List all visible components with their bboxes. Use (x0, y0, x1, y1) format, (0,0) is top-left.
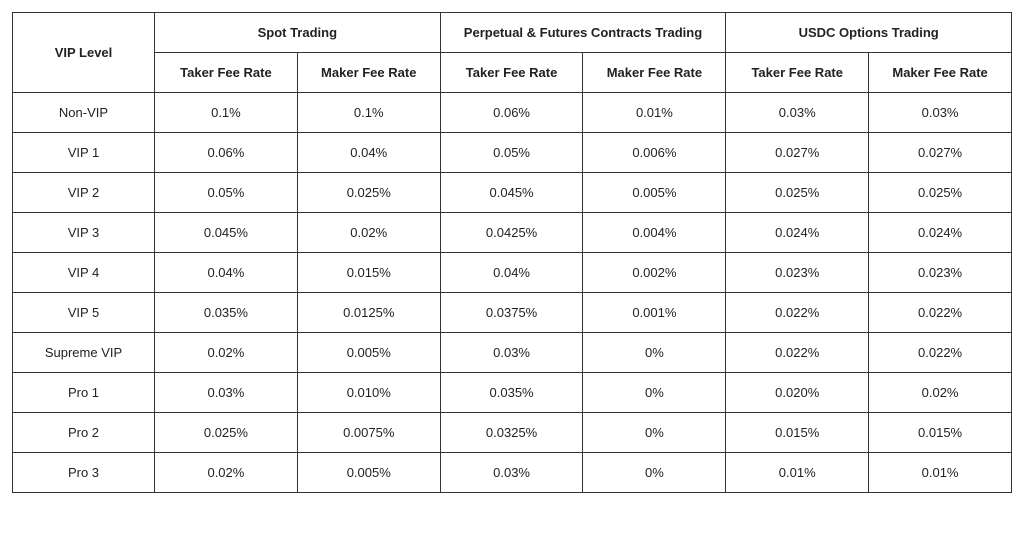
table-row: VIP 40.04%0.015%0.04%0.002%0.023%0.023% (13, 253, 1012, 293)
cell-spot-maker: 0.1% (297, 93, 440, 133)
cell-spot-taker: 0.025% (155, 413, 298, 453)
cell-opt-maker: 0.022% (869, 333, 1012, 373)
cell-perp-taker: 0.045% (440, 173, 583, 213)
cell-vip-level: Pro 3 (13, 453, 155, 493)
cell-spot-taker: 0.045% (155, 213, 298, 253)
cell-perp-taker: 0.0425% (440, 213, 583, 253)
fee-rate-table: VIP Level Spot Trading Perpetual & Futur… (12, 12, 1012, 493)
cell-spot-maker: 0.005% (297, 333, 440, 373)
cell-spot-taker: 0.06% (155, 133, 298, 173)
cell-opt-taker: 0.022% (726, 293, 869, 333)
cell-perp-maker: 0.006% (583, 133, 726, 173)
cell-perp-maker: 0.005% (583, 173, 726, 213)
cell-opt-maker: 0.024% (869, 213, 1012, 253)
cell-vip-level: VIP 1 (13, 133, 155, 173)
cell-vip-level: Pro 1 (13, 373, 155, 413)
cell-opt-maker: 0.022% (869, 293, 1012, 333)
table-row: Supreme VIP0.02%0.005%0.03%0%0.022%0.022… (13, 333, 1012, 373)
cell-spot-maker: 0.025% (297, 173, 440, 213)
cell-spot-maker: 0.015% (297, 253, 440, 293)
cell-spot-maker: 0.010% (297, 373, 440, 413)
header-group-spot: Spot Trading (155, 13, 441, 53)
table-row: VIP 30.045%0.02%0.0425%0.004%0.024%0.024… (13, 213, 1012, 253)
header-row-1: VIP Level Spot Trading Perpetual & Futur… (13, 13, 1012, 53)
cell-vip-level: VIP 5 (13, 293, 155, 333)
cell-vip-level: VIP 2 (13, 173, 155, 213)
cell-opt-maker: 0.025% (869, 173, 1012, 213)
cell-spot-maker: 0.02% (297, 213, 440, 253)
cell-perp-maker: 0% (583, 373, 726, 413)
table-body: Non-VIP0.1%0.1%0.06%0.01%0.03%0.03%VIP 1… (13, 93, 1012, 493)
cell-opt-maker: 0.023% (869, 253, 1012, 293)
cell-spot-maker: 0.0075% (297, 413, 440, 453)
cell-perp-taker: 0.03% (440, 333, 583, 373)
cell-perp-maker: 0.01% (583, 93, 726, 133)
table-row: Pro 10.03%0.010%0.035%0%0.020%0.02% (13, 373, 1012, 413)
cell-opt-taker: 0.024% (726, 213, 869, 253)
cell-vip-level: Supreme VIP (13, 333, 155, 373)
cell-perp-taker: 0.0375% (440, 293, 583, 333)
cell-perp-taker: 0.03% (440, 453, 583, 493)
cell-opt-maker: 0.015% (869, 413, 1012, 453)
table-row: VIP 10.06%0.04%0.05%0.006%0.027%0.027% (13, 133, 1012, 173)
cell-spot-taker: 0.1% (155, 93, 298, 133)
table-row: VIP 20.05%0.025%0.045%0.005%0.025%0.025% (13, 173, 1012, 213)
cell-opt-maker: 0.03% (869, 93, 1012, 133)
cell-vip-level: Non-VIP (13, 93, 155, 133)
cell-vip-level: VIP 3 (13, 213, 155, 253)
header-spot-taker: Taker Fee Rate (155, 53, 298, 93)
cell-spot-taker: 0.035% (155, 293, 298, 333)
cell-vip-level: Pro 2 (13, 413, 155, 453)
cell-vip-level: VIP 4 (13, 253, 155, 293)
cell-opt-taker: 0.015% (726, 413, 869, 453)
table-row: VIP 50.035%0.0125%0.0375%0.001%0.022%0.0… (13, 293, 1012, 333)
cell-perp-taker: 0.05% (440, 133, 583, 173)
cell-spot-taker: 0.04% (155, 253, 298, 293)
cell-perp-taker: 0.04% (440, 253, 583, 293)
cell-spot-maker: 0.005% (297, 453, 440, 493)
cell-perp-taker: 0.035% (440, 373, 583, 413)
table-row: Pro 30.02%0.005%0.03%0%0.01%0.01% (13, 453, 1012, 493)
cell-spot-taker: 0.02% (155, 333, 298, 373)
cell-opt-taker: 0.020% (726, 373, 869, 413)
header-spot-maker: Maker Fee Rate (297, 53, 440, 93)
cell-spot-taker: 0.03% (155, 373, 298, 413)
cell-opt-taker: 0.025% (726, 173, 869, 213)
cell-opt-taker: 0.023% (726, 253, 869, 293)
cell-opt-maker: 0.027% (869, 133, 1012, 173)
cell-perp-maker: 0% (583, 413, 726, 453)
cell-spot-maker: 0.0125% (297, 293, 440, 333)
cell-opt-taker: 0.01% (726, 453, 869, 493)
cell-opt-taker: 0.03% (726, 93, 869, 133)
header-group-options: USDC Options Trading (726, 13, 1012, 53)
header-perp-taker: Taker Fee Rate (440, 53, 583, 93)
table-row: Pro 20.025%0.0075%0.0325%0%0.015%0.015% (13, 413, 1012, 453)
cell-opt-maker: 0.01% (869, 453, 1012, 493)
table-row: Non-VIP0.1%0.1%0.06%0.01%0.03%0.03% (13, 93, 1012, 133)
cell-perp-taker: 0.06% (440, 93, 583, 133)
cell-perp-maker: 0.004% (583, 213, 726, 253)
cell-spot-taker: 0.05% (155, 173, 298, 213)
header-perp-maker: Maker Fee Rate (583, 53, 726, 93)
header-row-2: Taker Fee Rate Maker Fee Rate Taker Fee … (13, 53, 1012, 93)
cell-spot-taker: 0.02% (155, 453, 298, 493)
header-vip-level: VIP Level (13, 13, 155, 93)
header-opt-maker: Maker Fee Rate (869, 53, 1012, 93)
cell-perp-maker: 0% (583, 453, 726, 493)
header-group-perp: Perpetual & Futures Contracts Trading (440, 13, 726, 53)
cell-perp-maker: 0.001% (583, 293, 726, 333)
cell-perp-maker: 0% (583, 333, 726, 373)
cell-perp-maker: 0.002% (583, 253, 726, 293)
cell-spot-maker: 0.04% (297, 133, 440, 173)
cell-perp-taker: 0.0325% (440, 413, 583, 453)
cell-opt-taker: 0.027% (726, 133, 869, 173)
table-header: VIP Level Spot Trading Perpetual & Futur… (13, 13, 1012, 93)
cell-opt-taker: 0.022% (726, 333, 869, 373)
header-opt-taker: Taker Fee Rate (726, 53, 869, 93)
cell-opt-maker: 0.02% (869, 373, 1012, 413)
